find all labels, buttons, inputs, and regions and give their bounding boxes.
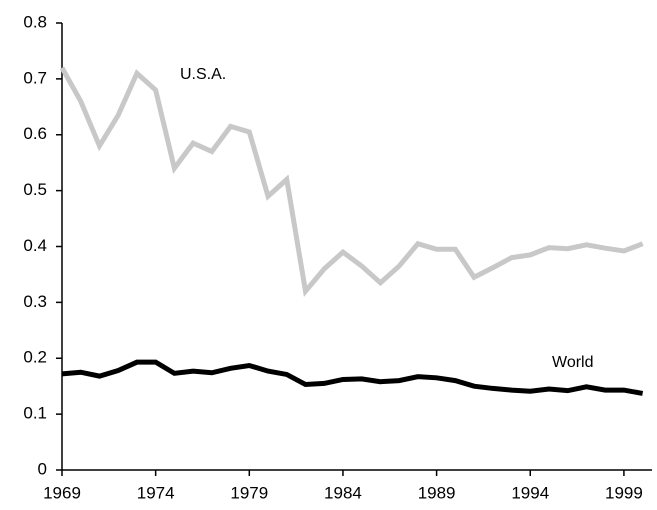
x-tick-label: 1994 <box>511 483 549 502</box>
y-tick-label: 0.4 <box>23 236 47 255</box>
x-tick-label: 1989 <box>418 483 456 502</box>
series-label: World <box>552 354 594 371</box>
x-tick-label: 1999 <box>605 483 643 502</box>
y-tick-label: 0.3 <box>23 292 47 311</box>
y-tick-label: 0.2 <box>23 348 47 367</box>
x-tick-label: 1984 <box>324 483 362 502</box>
x-tick-label: 1974 <box>137 483 175 502</box>
y-tick-label: 0.5 <box>23 180 47 199</box>
y-tick-label: 0 <box>38 459 47 478</box>
y-tick-label: 0.1 <box>23 404 47 423</box>
series-label: U.S.A. <box>180 66 226 83</box>
y-tick-label: 0.6 <box>23 124 47 143</box>
line-series <box>61 359 644 396</box>
line-series <box>59 66 644 297</box>
y-tick-label: 0.7 <box>23 68 47 87</box>
x-tick-label: 1969 <box>43 483 81 502</box>
x-tick-label: 1979 <box>230 483 268 502</box>
y-tick-label: 0.8 <box>23 12 47 31</box>
